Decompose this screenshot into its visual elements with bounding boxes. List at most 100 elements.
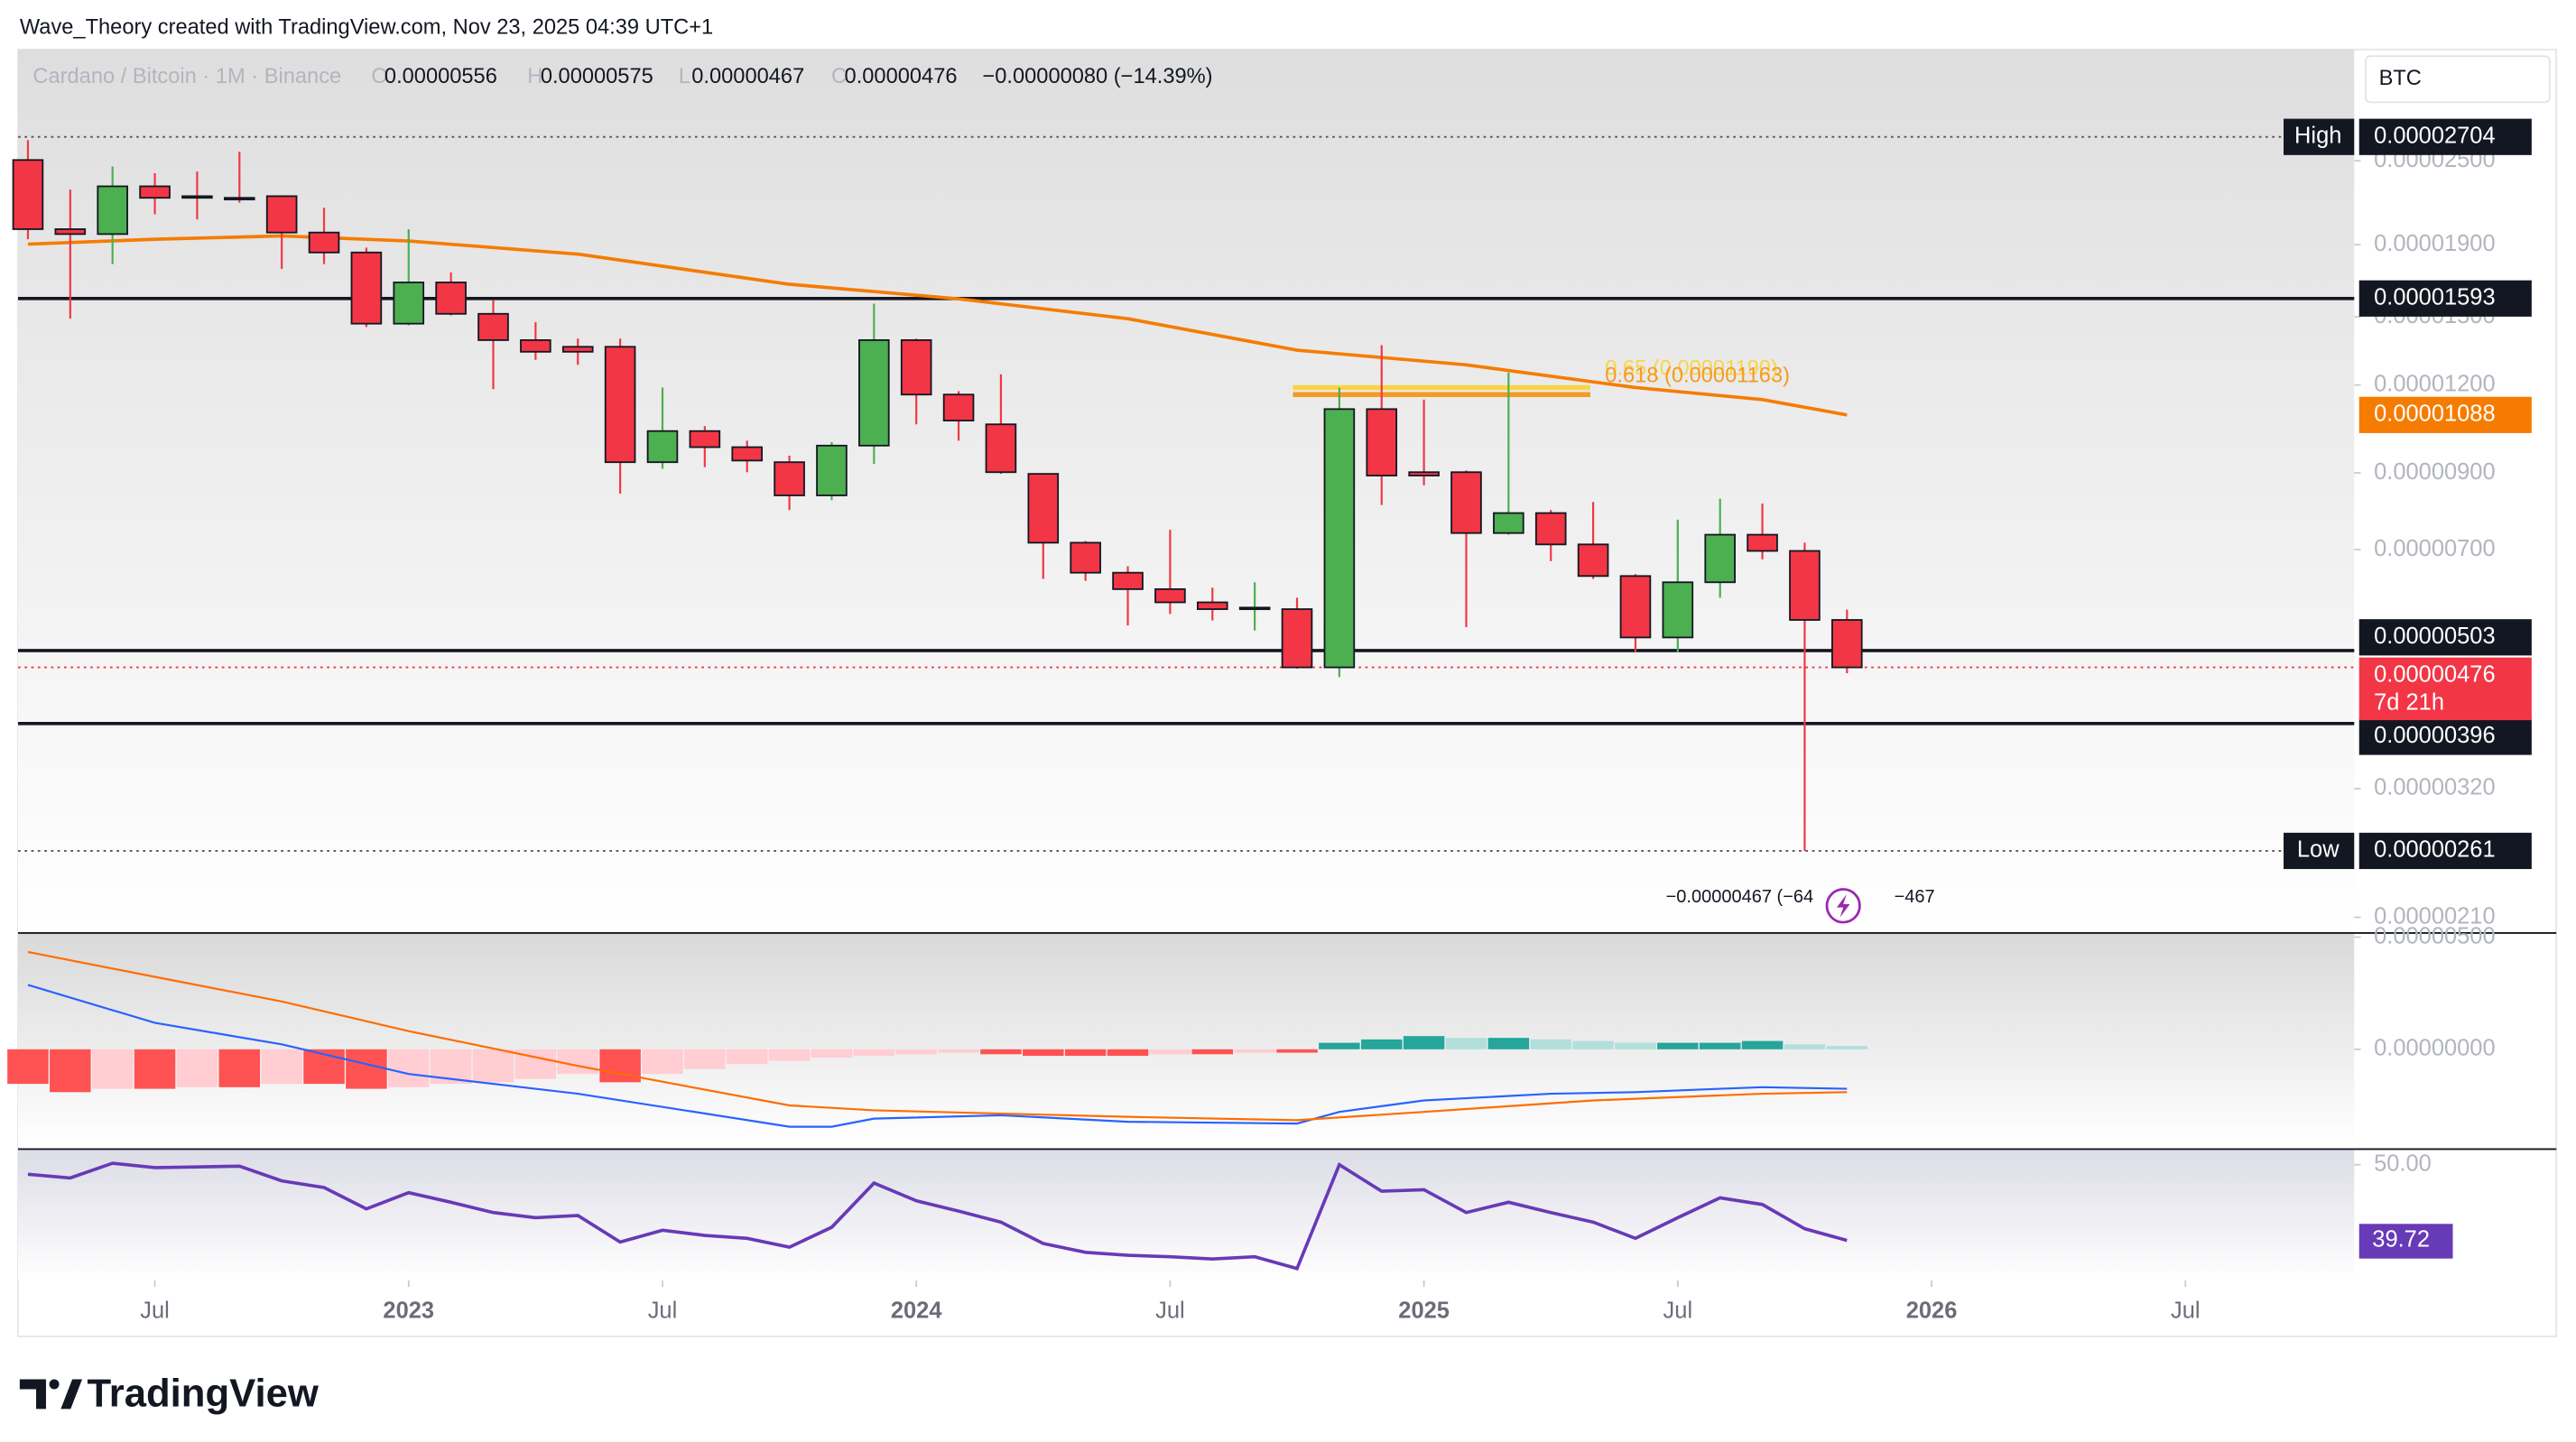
macd-histogram-bar: [1276, 1049, 1318, 1053]
level-label: 0.00000503: [2374, 624, 2496, 649]
x-tick-label: Jul: [1663, 1298, 1693, 1323]
macd-histogram-bar: [1023, 1049, 1064, 1057]
candle-body: [1704, 533, 1736, 584]
y-tick-label: 0.00001200: [2374, 371, 2496, 396]
x-tick-label: Jul: [648, 1298, 678, 1323]
level-label: 0.00000396: [2374, 723, 2496, 748]
x-tick-label: 2024: [891, 1298, 942, 1323]
logo-mark: [49, 1379, 60, 1390]
candle-body: [223, 197, 255, 200]
macd-pane: [18, 933, 2355, 1147]
currency-label[interactable]: BTC: [2379, 67, 2422, 90]
macd-histogram-bar: [218, 1049, 261, 1087]
candle-body: [774, 461, 805, 496]
macd-histogram-bar: [388, 1049, 430, 1087]
macd-histogram-bar: [1191, 1049, 1234, 1055]
candle-body: [393, 282, 425, 325]
candle-body: [604, 346, 636, 464]
candle-body: [731, 446, 764, 462]
logo: [19, 1379, 83, 1410]
rsi-pane: [18, 1150, 2355, 1280]
logo-mark: [60, 1379, 83, 1410]
level-label-bg: [2358, 619, 2532, 656]
brand: TradingView: [87, 1371, 319, 1415]
high_mark-label: High: [2294, 123, 2341, 148]
rsi-line: [27, 1161, 1848, 1271]
x-tick-label: 2023: [383, 1298, 434, 1323]
candle-body: [1831, 619, 1863, 669]
candle-body: [477, 312, 509, 341]
high_mark-value-bg: [2358, 118, 2532, 155]
candle-body: [1450, 471, 1482, 534]
ohlc-open: 0.00000556: [385, 65, 497, 88]
macd-histogram-bar: [346, 1049, 387, 1089]
macd-histogram-bar: [642, 1049, 683, 1075]
candle-body: [1154, 587, 1186, 604]
measure-label: −0.00000467 (−64: [1666, 887, 1814, 907]
candle-body: [1747, 533, 1778, 552]
candle-body: [181, 195, 213, 199]
y-tick-label: 0.00000320: [2374, 775, 2496, 800]
candle-body: [520, 338, 551, 353]
macd-histogram-bar: [684, 1049, 726, 1069]
macd-histogram-bar: [1107, 1049, 1149, 1057]
low_mark-label: Low: [2297, 837, 2340, 863]
macd-histogram-bar: [176, 1049, 218, 1087]
candle-body: [646, 430, 679, 464]
macd-histogram-bar: [1064, 1049, 1107, 1057]
currency-button[interactable]: [2365, 55, 2551, 104]
ohlc-key: H: [527, 65, 542, 88]
candle-body: [561, 346, 594, 353]
candle-body: [435, 282, 467, 315]
fib-label: 0.618 (0.00001163): [1605, 364, 1790, 387]
macd-histogram-bar: [50, 1049, 91, 1093]
macd-histogram-bar: [1234, 1049, 1275, 1053]
current-price-bg: [2358, 657, 2532, 721]
macd-histogram-bar: [1319, 1042, 1360, 1049]
y-tick-label: 0.00001900: [2374, 231, 2496, 256]
rsi-label: 39.72: [2372, 1226, 2430, 1252]
ohlc-high: 0.00000575: [541, 65, 653, 88]
macd-histogram-bar: [134, 1049, 176, 1089]
low_mark-value: 0.00000261: [2374, 837, 2496, 863]
low_mark-value-bg: [2358, 832, 2532, 870]
macd-histogram-bar: [938, 1049, 979, 1053]
candle-body: [985, 423, 1017, 474]
y-tick-label: 0.00000210: [2374, 903, 2496, 929]
signal-line: [27, 950, 1848, 1122]
macd-histogram-bar: [895, 1049, 937, 1055]
candle-body: [308, 231, 340, 254]
fib-label: 0.65 (0.00001190): [1605, 357, 1778, 381]
y-tick-label: 0.00000700: [2374, 536, 2496, 561]
macd-histogram-bar: [1657, 1042, 1699, 1049]
macd-histogram-bar: [472, 1049, 514, 1083]
candle-body: [1619, 575, 1652, 639]
macd-histogram-bar: [1360, 1039, 1403, 1049]
x-tick-label: Jul: [1155, 1298, 1185, 1323]
candle-body: [1112, 571, 1144, 590]
measure-label: −467: [1895, 887, 1935, 907]
level-label-bg: [2358, 718, 2532, 755]
macd-histogram-bar: [768, 1049, 811, 1061]
candle-body: [1493, 512, 1524, 534]
macd-histogram-bar: [853, 1049, 895, 1057]
macd-histogram-bar: [1403, 1036, 1445, 1049]
candle-body: [1070, 541, 1101, 574]
ohlc-key: L: [679, 65, 690, 88]
macd-histogram-bar: [91, 1049, 134, 1089]
x-tick-label: Jul: [2171, 1298, 2201, 1323]
candle-body: [1408, 471, 1440, 476]
candle-body: [1789, 550, 1821, 621]
high_mark-value: 0.00002704: [2374, 123, 2496, 148]
macd-histogram-bar: [1445, 1038, 1487, 1049]
candle-body: [1366, 408, 1398, 476]
price-pane: [18, 49, 2355, 933]
y-tick-label: 50.00: [2374, 1151, 2432, 1176]
y-tick-label: 0.00000900: [2374, 459, 2496, 485]
candle-body: [1196, 601, 1228, 610]
candle-body: [1323, 408, 1356, 669]
x-tick-label: 2026: [1906, 1298, 1958, 1323]
macd-histogram-bar: [557, 1049, 598, 1075]
